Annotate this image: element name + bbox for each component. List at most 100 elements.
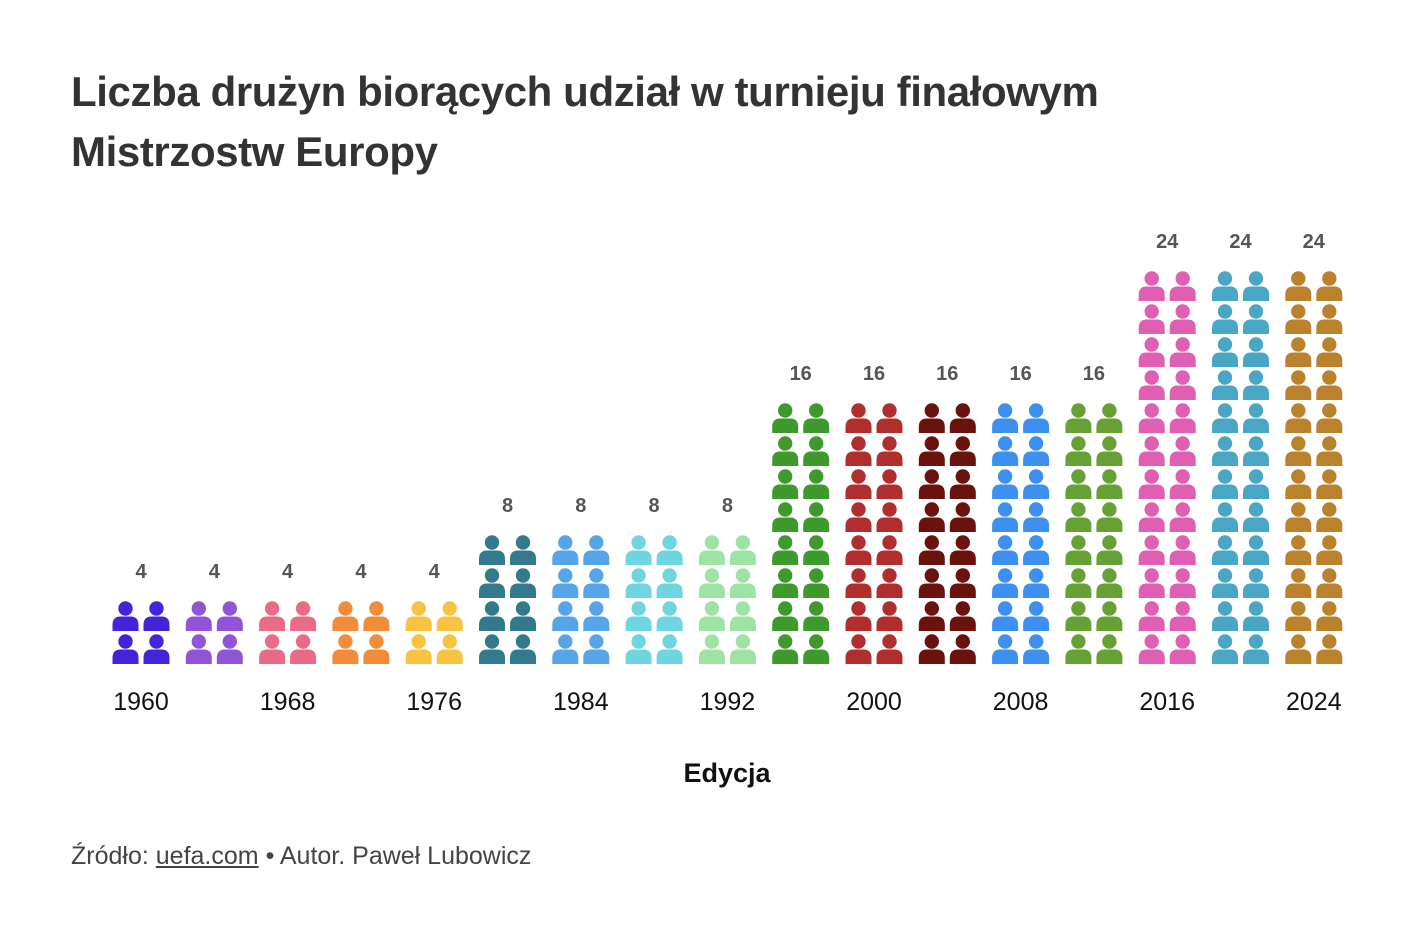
data-label: 4 [282, 561, 294, 583]
person-icon [949, 403, 976, 433]
person-icon [1212, 337, 1238, 367]
person-icon [1212, 601, 1238, 631]
person-icon [656, 601, 683, 631]
person-icon [698, 634, 725, 664]
person-icon [845, 436, 872, 466]
person-icon [1065, 634, 1092, 664]
person-icon [1096, 535, 1123, 565]
bar-1980: 8 [479, 495, 536, 664]
person-icon [949, 568, 976, 598]
person-icon [772, 436, 799, 466]
bar-1968: 4 [259, 561, 317, 664]
bar-1996: 16 [772, 363, 830, 664]
person-icon [803, 634, 830, 664]
person-icon [1316, 634, 1343, 664]
person-icon [876, 403, 903, 433]
person-icon [772, 535, 799, 565]
data-label: 4 [355, 561, 367, 583]
person-icon [803, 535, 830, 565]
person-icon [1169, 271, 1196, 301]
person-icon [1243, 634, 1269, 664]
person-icon [259, 601, 286, 631]
person-icon [583, 568, 610, 598]
person-icon [992, 535, 1019, 565]
person-icon [1138, 304, 1165, 334]
person-icon [1285, 535, 1312, 565]
x-tick-label: 1968 [260, 688, 316, 716]
person-icon [1212, 634, 1238, 664]
source-link[interactable]: uefa.com [155, 842, 259, 870]
person-icon [625, 634, 652, 664]
person-icon [992, 469, 1019, 499]
person-icon [216, 634, 243, 664]
person-icon [1316, 601, 1343, 631]
person-icon [510, 601, 536, 631]
person-icon [1285, 469, 1312, 499]
person-icon [772, 601, 799, 631]
person-icon [803, 469, 830, 499]
person-icon [479, 634, 505, 664]
person-icon [1243, 535, 1269, 565]
person-icon [918, 601, 945, 631]
person-icon [1285, 634, 1312, 664]
person-icon [1212, 403, 1238, 433]
person-icon [1316, 271, 1343, 301]
person-icon [803, 568, 830, 598]
person-icon [1138, 469, 1165, 499]
source-prefix: Źródło: [71, 842, 149, 870]
person-icon [876, 568, 903, 598]
bar-1988: 8 [625, 495, 683, 664]
person-icon [1285, 370, 1312, 400]
person-icon [1212, 568, 1238, 598]
person-icon [1285, 436, 1312, 466]
person-icon [1212, 370, 1238, 400]
person-icon [729, 535, 756, 565]
person-icon [1169, 337, 1196, 367]
bar-1960: 4 [112, 561, 170, 664]
person-icon [1169, 469, 1196, 499]
person-icon [1023, 436, 1050, 466]
data-label: 24 [1156, 231, 1179, 253]
person-icon [1023, 634, 1050, 664]
data-label: 16 [790, 363, 812, 385]
person-icon [1169, 370, 1196, 400]
person-icon [1169, 568, 1196, 598]
person-icon [772, 502, 799, 532]
person-icon [845, 601, 872, 631]
person-icon [803, 601, 830, 631]
x-tick-label: 2016 [1139, 688, 1195, 716]
person-icon [1169, 601, 1196, 631]
person-icon [1138, 436, 1165, 466]
x-axis-label: Edycja [683, 758, 771, 788]
person-icon [1065, 436, 1092, 466]
person-icon [1023, 502, 1050, 532]
person-icon [625, 568, 652, 598]
person-icon [876, 469, 903, 499]
person-icon [845, 634, 872, 664]
person-icon [583, 634, 610, 664]
person-icon [1138, 403, 1165, 433]
person-icon [583, 601, 610, 631]
person-icon [845, 535, 872, 565]
person-icon [918, 535, 945, 565]
person-icon [698, 601, 725, 631]
x-tick-label: 1960 [113, 688, 169, 716]
person-icon [625, 601, 652, 631]
person-icon [1316, 568, 1343, 598]
person-icon [918, 568, 945, 598]
person-icon [1169, 436, 1196, 466]
person-icon [1138, 568, 1165, 598]
bar-2012: 16 [1065, 363, 1123, 664]
bar-1972: 4 [332, 561, 390, 664]
person-icon [1212, 271, 1238, 301]
person-icon [729, 634, 756, 664]
person-icon [1096, 568, 1123, 598]
x-tick-label: 1984 [553, 688, 609, 716]
person-icon [1243, 436, 1269, 466]
person-icon [436, 601, 463, 631]
data-label: 4 [429, 561, 441, 583]
person-icon [1138, 337, 1165, 367]
person-icon [1316, 304, 1343, 334]
person-icon [876, 601, 903, 631]
